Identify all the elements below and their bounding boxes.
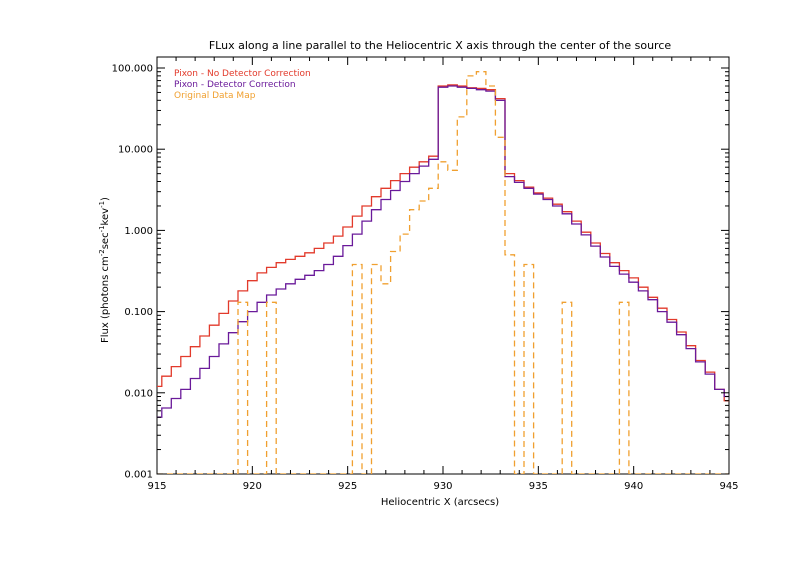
y-axis-label-suffix: ) [100, 197, 111, 201]
y-axis: 0.001 0.010 0.100 1.000 10.000 100.000 [112, 64, 729, 481]
y-tick-label: 10.000 [118, 145, 153, 156]
y-axis-label-mid2: kev [100, 208, 111, 226]
y-axis-label-exp3: -1 [98, 201, 106, 208]
x-tick-label: 930 [433, 481, 452, 492]
legend-entry-1: Pixon - No Detector Correction [174, 69, 311, 79]
x-axis-label: Heliocentric X (arcsecs) [381, 497, 499, 508]
y-tick-label: 0.100 [124, 307, 153, 318]
chart-title: FLux along a line parallel to the Helioc… [209, 39, 672, 52]
x-tick-label: 940 [624, 481, 643, 492]
y-axis-label-exp1: -2 [98, 249, 106, 256]
series-line-3 [157, 71, 729, 474]
series-line-1 [157, 84, 729, 402]
y-tick-label: 0.010 [124, 388, 153, 399]
x-tick-label: 935 [529, 481, 548, 492]
y-tick-label: 0.001 [124, 470, 153, 481]
y-axis-label-mid1: sec [100, 232, 111, 249]
x-tick-label: 925 [338, 481, 357, 492]
x-axis: 915 920 925 930 935 940 945 [147, 57, 739, 492]
y-axis-label-exp2: -1 [98, 225, 106, 232]
legend-entry-3: Original Data Map [174, 91, 256, 101]
y-axis-label: Flux (photons cm-2sec-1kev-1) [98, 197, 111, 343]
plot-area [156, 56, 730, 475]
y-tick-label: 1.000 [124, 226, 153, 237]
y-tick-label: 100.000 [112, 64, 153, 75]
plot-frame [156, 56, 730, 475]
x-tick-label: 920 [243, 481, 262, 492]
legend-entry-2: Pixon - Detector Correction [174, 80, 296, 90]
series-line-2 [157, 85, 729, 418]
y-axis-label-prefix: Flux (photons cm [100, 256, 111, 343]
x-tick-label: 915 [147, 481, 166, 492]
x-tick-label: 945 [719, 481, 738, 492]
